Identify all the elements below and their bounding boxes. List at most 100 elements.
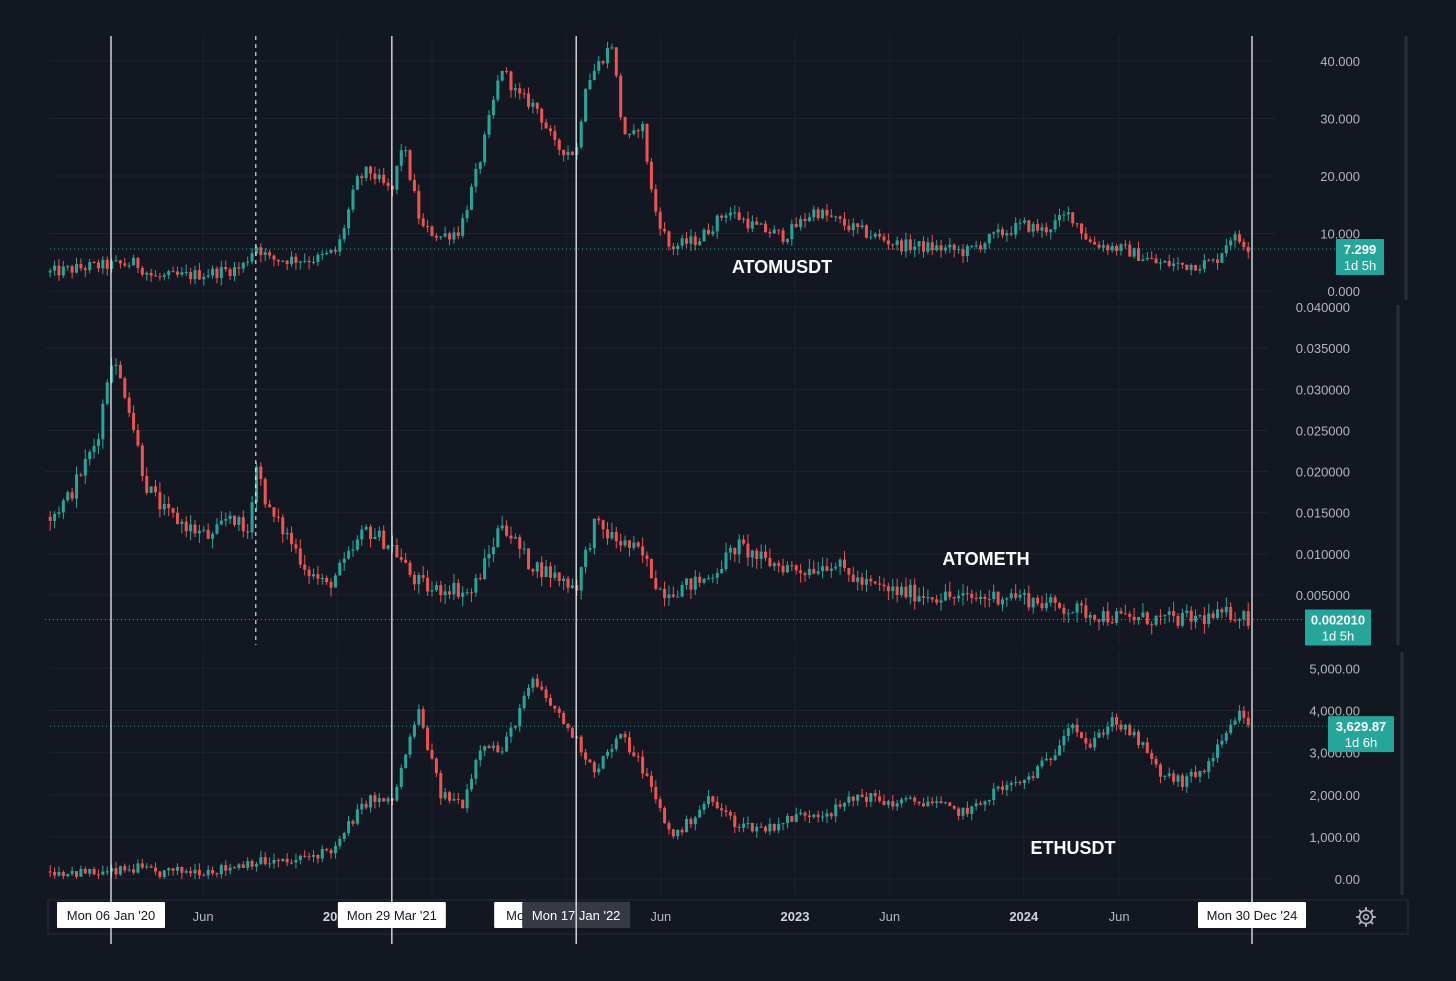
candle-body <box>382 174 386 184</box>
candle-body <box>355 176 359 190</box>
candle-body <box>298 855 302 860</box>
candle-body <box>873 233 877 237</box>
countdown-label: 1d 5h <box>1344 258 1377 273</box>
candle-body <box>781 230 785 242</box>
candle-body <box>1027 776 1031 780</box>
candle-body <box>241 262 245 269</box>
candle-body <box>1207 260 1211 262</box>
candle-body <box>632 130 636 134</box>
y-tick-label: 0.025000 <box>1296 423 1350 438</box>
candle-body <box>979 245 983 250</box>
candle-body <box>1000 786 1004 790</box>
candle-body <box>1009 233 1013 235</box>
candle-body <box>1185 610 1189 613</box>
candle-body <box>1093 615 1097 620</box>
candle-body <box>61 871 65 877</box>
candle-body <box>1145 258 1149 260</box>
candle-body <box>641 546 645 556</box>
candle-body <box>755 826 759 832</box>
y-tick-label: 10.000 <box>1320 227 1360 242</box>
candle-body <box>1132 248 1136 257</box>
candle-body <box>518 708 522 726</box>
candle-body <box>570 151 574 155</box>
candle-body <box>1189 264 1193 270</box>
candle-body <box>961 593 965 596</box>
candle-body <box>96 262 100 269</box>
candle-body <box>483 134 487 163</box>
candle-body <box>347 550 351 559</box>
candle-body <box>926 242 930 252</box>
candle-body <box>1158 764 1162 777</box>
candle-body <box>930 801 934 804</box>
candle-body <box>114 260 118 262</box>
candle-body <box>676 245 680 250</box>
candle-body <box>224 865 228 871</box>
candle-body <box>733 212 737 214</box>
candle-body <box>952 244 956 251</box>
candle-body <box>799 812 803 815</box>
candle-body <box>118 364 122 379</box>
candle-body <box>1066 613 1070 615</box>
candle-body <box>825 813 829 817</box>
candle-body <box>1110 717 1114 727</box>
candle-body <box>698 576 702 583</box>
candle-body <box>847 796 851 803</box>
candle-body <box>202 529 206 531</box>
candle-body <box>527 687 531 696</box>
candle-body <box>834 566 838 569</box>
candle-body <box>452 582 456 595</box>
candle-body <box>1167 260 1171 267</box>
candle-body <box>1036 224 1040 231</box>
candle-body <box>601 755 605 769</box>
time-axis-bar[interactable] <box>47 899 1409 935</box>
candle-body <box>399 150 403 166</box>
candle-body <box>465 592 469 594</box>
symbol-label: ATOMETH <box>942 549 1029 569</box>
candle-body <box>487 554 491 559</box>
candle-body <box>469 778 473 790</box>
candle-body <box>1189 610 1193 622</box>
candle-body <box>408 562 412 575</box>
candle-body <box>724 215 728 218</box>
candle-body <box>250 861 254 867</box>
candle-body <box>706 578 710 580</box>
candle-body <box>816 814 820 817</box>
candle-body <box>1022 779 1026 784</box>
candle-body <box>1158 615 1162 617</box>
candle-body <box>864 578 868 585</box>
time-axis[interactable]: Jun2021Jun2022Jun2023Jun2024JunMon 06 Ja… <box>47 899 1409 935</box>
candle-body <box>689 818 693 825</box>
candle-body <box>562 578 566 581</box>
candle-body <box>843 802 846 807</box>
candle-body <box>1141 742 1145 746</box>
candle-body <box>1044 227 1048 233</box>
candle-body <box>1106 726 1110 735</box>
candle-body <box>290 256 294 265</box>
candle-body <box>474 578 478 593</box>
candle-body <box>570 585 574 588</box>
candle-body <box>803 573 807 576</box>
candle-body <box>228 269 232 277</box>
candle-body <box>1145 742 1149 754</box>
settings-button[interactable] <box>1354 905 1378 929</box>
candle-body <box>838 216 842 219</box>
candle-body <box>241 517 245 532</box>
candle-body <box>246 261 250 263</box>
candle-body <box>548 128 552 132</box>
pane-atometh[interactable]: 0.005000 0.010000 0.015000 0.020000 0.025000… <box>45 300 1400 646</box>
candle-body <box>1242 611 1246 620</box>
y-tick-label: 0.000 <box>1327 284 1360 299</box>
candle-body <box>1233 720 1237 725</box>
candle-body <box>461 800 465 809</box>
candle-body <box>57 512 61 514</box>
candle-body <box>171 271 175 273</box>
candle-body <box>233 515 237 525</box>
candle-body <box>755 550 759 559</box>
candle-body <box>233 867 237 869</box>
pane-ethusdt[interactable]: 0.001,000.002,000.003,000.004,000.005,00… <box>48 652 1404 895</box>
candle-body <box>807 815 811 818</box>
candle-body <box>347 821 351 834</box>
candle-body <box>948 802 952 807</box>
